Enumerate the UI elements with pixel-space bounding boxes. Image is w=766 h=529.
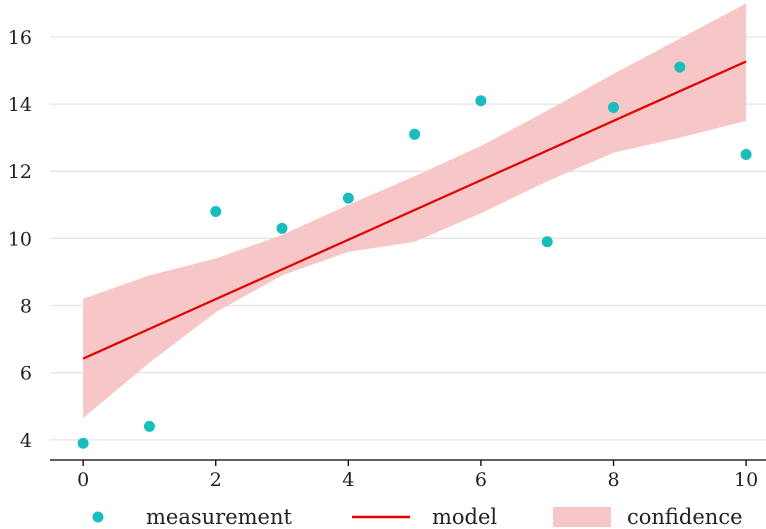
y-tick-label-12: 12: [8, 161, 32, 183]
measurement-point-4: [342, 192, 354, 204]
legend-label-measurement: measurement: [146, 505, 292, 529]
model-line: [82, 60, 747, 360]
model-line-layer: [82, 60, 747, 360]
x-tick-label-8: 8: [607, 469, 619, 491]
measurement-point-6: [475, 95, 487, 107]
x-axis: [50, 459, 766, 466]
x-tick-label-6: 6: [475, 469, 487, 491]
legend-label-model: model: [432, 505, 497, 529]
measurement-point-9: [674, 61, 686, 73]
x-tick-label-2: 2: [210, 469, 222, 491]
y-tick-label-14: 14: [8, 94, 32, 116]
y-tick-label-6: 6: [20, 363, 32, 385]
x-tick-label-10: 10: [734, 469, 758, 491]
measurement-point-3: [276, 222, 288, 234]
measurement-point-0: [77, 437, 89, 449]
x-axis-tick-labels: 0 2 4 6 8 10: [77, 469, 758, 491]
y-tick-label-8: 8: [20, 296, 32, 318]
legend-label-confidence: confidence: [627, 505, 743, 529]
measurement-points-layer: [77, 61, 752, 449]
x-tick-label-0: 0: [77, 469, 89, 491]
measurement-point-7: [541, 236, 553, 248]
measurement-point-8: [608, 101, 620, 113]
legend: measurement model confidence: [92, 505, 743, 529]
x-tick-label-4: 4: [342, 469, 354, 491]
measurement-point-10: [740, 148, 752, 160]
legend-marker-confidence: [553, 507, 611, 527]
measurement-point-1: [143, 420, 155, 432]
legend-marker-measurement: [92, 511, 104, 523]
y-tick-label-4: 4: [20, 430, 32, 452]
y-tick-label-10: 10: [8, 228, 32, 250]
measurement-point-5: [409, 128, 421, 140]
y-tick-label-16: 16: [8, 27, 32, 49]
y-axis-tick-labels: 4 6 8 10 12 14 16: [8, 27, 32, 452]
measurement-point-2: [210, 206, 222, 218]
